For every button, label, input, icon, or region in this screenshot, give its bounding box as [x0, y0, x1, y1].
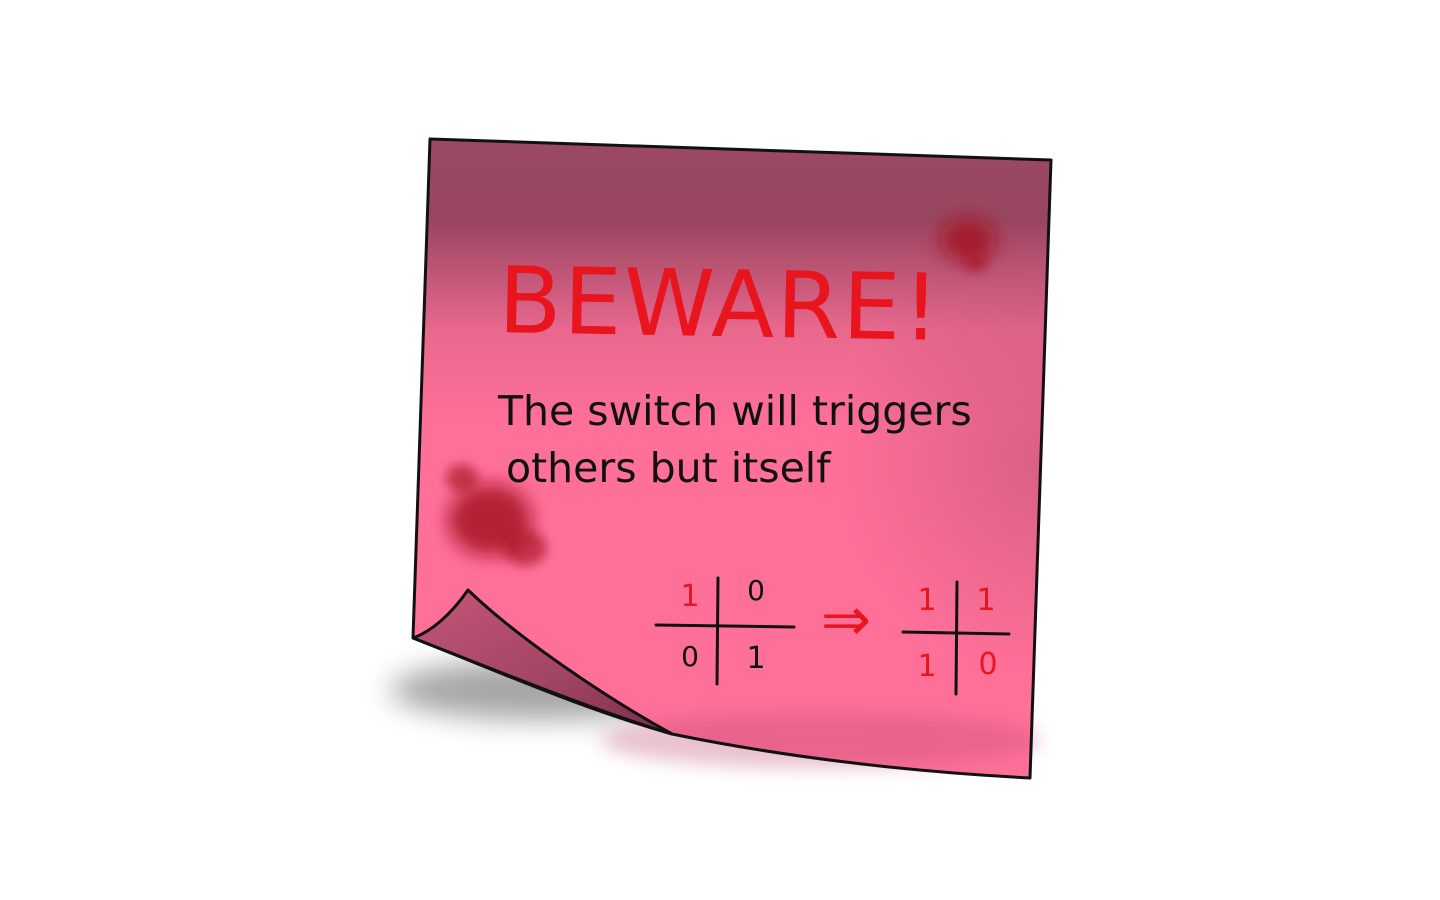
- grid-before-top-left: 1: [680, 579, 699, 614]
- grid-before: [654, 576, 796, 686]
- grid-after-bottom-left: 1: [917, 649, 936, 684]
- grid-after-bottom-right: 0: [978, 647, 997, 682]
- note-heading: BEWARE!: [497, 247, 942, 362]
- grid-after: [901, 580, 1011, 696]
- stain-top-right: [940, 218, 996, 272]
- transition-arrow: ⇒: [821, 585, 871, 655]
- note-body-line-1: The switch will triggers: [497, 387, 972, 435]
- grid-after-top-left: 1: [917, 583, 936, 618]
- grid-before-bottom-left: 0: [681, 640, 699, 673]
- grid-after-top-right: 1: [976, 583, 995, 618]
- sticky-note-outline: [411, 137, 1053, 780]
- note-body-line-2: others but itself: [506, 444, 832, 492]
- grid-before-top-right: 0: [747, 574, 765, 607]
- stain-left: [446, 464, 547, 566]
- grid-before-bottom-right: 1: [746, 641, 765, 676]
